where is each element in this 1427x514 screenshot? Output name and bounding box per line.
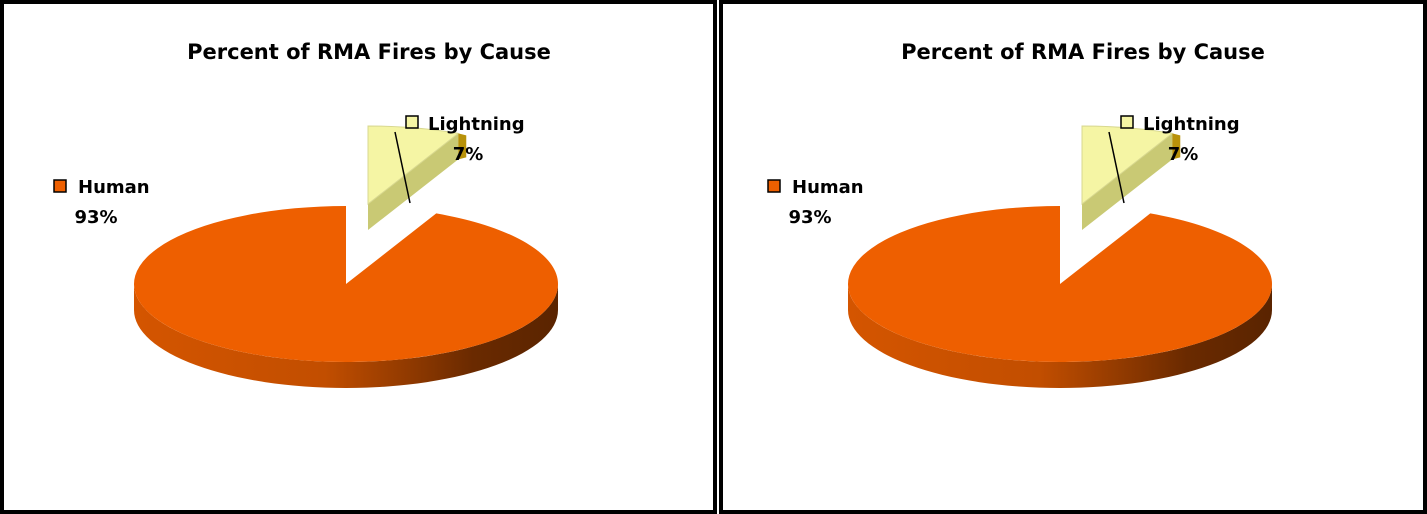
lightning-swatch	[405, 115, 419, 129]
pie-slice-lightning-wall	[1082, 133, 1173, 230]
lightning-swatch	[1120, 115, 1134, 129]
chart-panel-left: Percent of RMA Fires by Cause Human 93% …	[0, 0, 717, 514]
human-value-label: 93%	[788, 207, 831, 228]
lightning-leader-line	[394, 131, 411, 204]
lightning-value-label: 7%	[1168, 144, 1199, 165]
pie-chart-right: Percent of RMA Fires by Cause Human 93% …	[767, 40, 1272, 388]
human-label: Human	[792, 177, 864, 198]
human-swatch	[767, 179, 781, 193]
chart-title: Percent of RMA Fires by Cause	[187, 40, 551, 64]
label-lightning: Lightning 7%	[1108, 114, 1240, 204]
chart-title: Percent of RMA Fires by Cause	[901, 40, 1265, 64]
pie-slice-human-side	[848, 284, 1272, 388]
pie-chart-left: Percent of RMA Fires by Cause Human 93% …	[53, 40, 558, 388]
pie-slice-human	[134, 206, 558, 362]
pie-slice-lightning-wall	[368, 133, 459, 230]
lightning-label: Lightning	[428, 114, 525, 135]
label-lightning: Lightning 7%	[394, 114, 525, 204]
label-human: Human 93%	[53, 177, 150, 228]
lightning-value-label: 7%	[453, 144, 484, 165]
chart-panel-right: Percent of RMA Fires by Cause Human 93% …	[719, 0, 1427, 514]
human-label: Human	[78, 177, 150, 198]
pie-slice-lightning-side	[458, 133, 467, 160]
pie-slice-human-side	[134, 284, 558, 388]
pie-slice-human	[847, 206, 1272, 362]
lightning-label: Lightning	[1143, 114, 1240, 135]
human-swatch	[53, 179, 67, 193]
pie-slice-lightning-side	[1172, 133, 1181, 160]
lightning-leader-line	[1108, 131, 1125, 204]
human-value-label: 93%	[74, 207, 117, 228]
label-human: Human 93%	[767, 177, 864, 228]
